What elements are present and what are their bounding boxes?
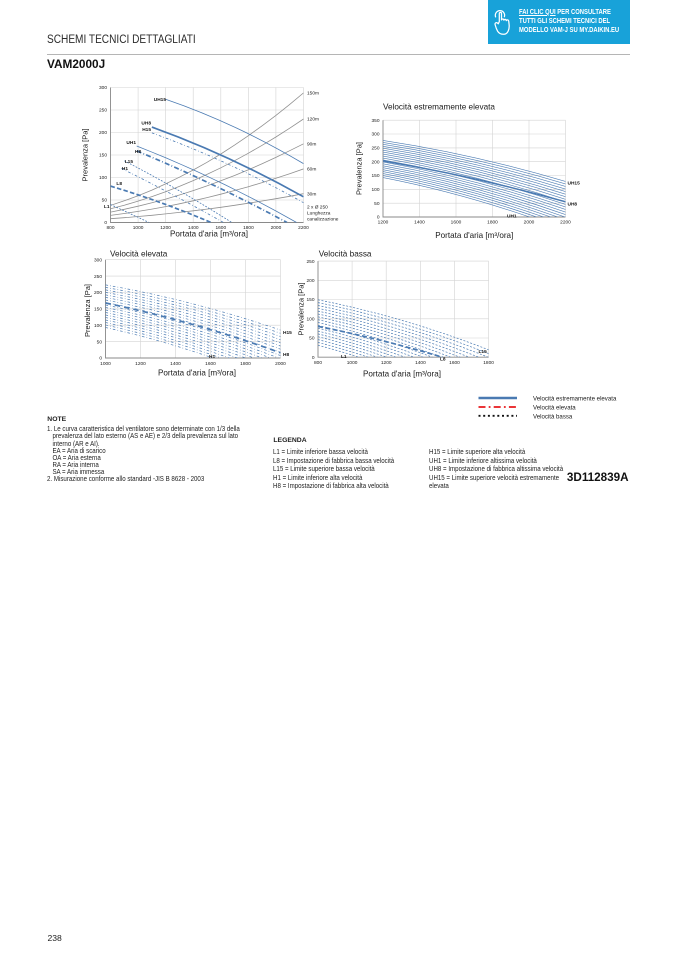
svg-text:1800: 1800 bbox=[243, 225, 254, 231]
svg-text:150: 150 bbox=[306, 297, 314, 303]
svg-text:30m: 30m bbox=[307, 192, 316, 198]
svg-text:150: 150 bbox=[99, 153, 107, 159]
svg-text:UH15: UH15 bbox=[568, 181, 581, 187]
svg-text:1600: 1600 bbox=[205, 361, 216, 367]
svg-text:UH8: UH8 bbox=[568, 202, 578, 208]
svg-text:Portata d'aria [m³/ora]: Portata d'aria [m³/ora] bbox=[435, 231, 513, 240]
svg-text:L8: L8 bbox=[116, 181, 122, 187]
svg-text:150: 150 bbox=[94, 307, 102, 313]
svg-text:90m: 90m bbox=[307, 142, 316, 148]
svg-text:Prevalenza [Pa]: Prevalenza [Pa] bbox=[297, 283, 306, 336]
svg-text:1200: 1200 bbox=[381, 360, 392, 366]
svg-text:Velocità bassa: Velocità bassa bbox=[319, 249, 372, 258]
svg-text:250: 250 bbox=[99, 108, 107, 114]
svg-text:1400: 1400 bbox=[414, 219, 425, 225]
svg-text:H1: H1 bbox=[209, 354, 215, 360]
svg-text:1800: 1800 bbox=[240, 361, 251, 367]
svg-text:1400: 1400 bbox=[415, 360, 426, 366]
svg-text:Portata d'aria [m³/ora]: Portata d'aria [m³/ora] bbox=[363, 369, 441, 378]
svg-text:1800: 1800 bbox=[483, 360, 494, 366]
svg-text:0: 0 bbox=[377, 215, 380, 221]
svg-text:1600: 1600 bbox=[449, 360, 460, 366]
svg-text:250: 250 bbox=[371, 146, 379, 152]
svg-text:L1: L1 bbox=[341, 354, 347, 360]
svg-text:350: 350 bbox=[371, 118, 379, 124]
svg-text:50: 50 bbox=[374, 201, 380, 207]
svg-text:150: 150 bbox=[371, 173, 379, 179]
svg-text:0: 0 bbox=[312, 355, 315, 361]
svg-text:1400: 1400 bbox=[188, 225, 199, 231]
svg-text:L15: L15 bbox=[479, 349, 488, 355]
svg-text:150m: 150m bbox=[307, 91, 319, 97]
svg-text:200: 200 bbox=[99, 130, 107, 136]
svg-text:Lunghezza: Lunghezza bbox=[307, 211, 331, 217]
svg-text:1800: 1800 bbox=[487, 219, 498, 225]
svg-text:H8: H8 bbox=[283, 352, 289, 358]
svg-text:100: 100 bbox=[99, 175, 107, 181]
svg-text:1200: 1200 bbox=[378, 219, 389, 225]
svg-text:800: 800 bbox=[106, 225, 114, 231]
svg-text:2000: 2000 bbox=[524, 219, 535, 225]
svg-text:Portata d'aria [m³/ora]: Portata d'aria [m³/ora] bbox=[158, 368, 236, 377]
svg-text:300: 300 bbox=[94, 257, 102, 263]
svg-text:H15: H15 bbox=[283, 330, 292, 336]
svg-text:250: 250 bbox=[94, 274, 102, 280]
svg-text:2000: 2000 bbox=[271, 225, 282, 231]
svg-text:UH1: UH1 bbox=[126, 140, 136, 146]
svg-text:1000: 1000 bbox=[347, 360, 358, 366]
svg-text:2000: 2000 bbox=[275, 361, 286, 367]
svg-text:L15: L15 bbox=[125, 159, 134, 165]
svg-text:1000: 1000 bbox=[133, 225, 144, 231]
svg-text:300: 300 bbox=[99, 85, 107, 91]
svg-text:120m: 120m bbox=[307, 117, 319, 123]
svg-text:100: 100 bbox=[306, 317, 314, 323]
svg-text:0: 0 bbox=[104, 220, 107, 226]
svg-text:H8: H8 bbox=[135, 149, 141, 155]
svg-text:2200: 2200 bbox=[560, 219, 571, 225]
svg-text:Portata d'aria [m³/ora]: Portata d'aria [m³/ora] bbox=[170, 230, 248, 239]
svg-text:300: 300 bbox=[371, 132, 379, 138]
svg-text:Velocità elevata: Velocità elevata bbox=[533, 405, 576, 412]
svg-text:1200: 1200 bbox=[135, 361, 146, 367]
svg-text:1000: 1000 bbox=[100, 361, 111, 367]
svg-text:0: 0 bbox=[99, 356, 102, 362]
svg-text:UH1: UH1 bbox=[507, 213, 517, 219]
svg-text:100: 100 bbox=[94, 323, 102, 329]
svg-text:L8: L8 bbox=[440, 356, 446, 362]
svg-text:1400: 1400 bbox=[170, 361, 181, 367]
svg-text:50: 50 bbox=[102, 198, 108, 204]
svg-text:200: 200 bbox=[371, 159, 379, 165]
svg-text:UH15: UH15 bbox=[154, 97, 167, 103]
svg-text:L1: L1 bbox=[104, 204, 110, 210]
svg-text:60m: 60m bbox=[307, 167, 316, 173]
svg-text:50: 50 bbox=[309, 336, 315, 342]
svg-text:800: 800 bbox=[314, 360, 322, 366]
svg-text:Prevalenza [Pa]: Prevalenza [Pa] bbox=[83, 284, 92, 337]
svg-text:50: 50 bbox=[97, 339, 103, 345]
svg-text:1200: 1200 bbox=[160, 225, 171, 231]
svg-text:Velocità estremamente elevata: Velocità estremamente elevata bbox=[383, 103, 495, 112]
svg-text:200: 200 bbox=[306, 278, 314, 284]
svg-text:2200: 2200 bbox=[298, 225, 309, 231]
svg-text:Prevalenza [Pa]: Prevalenza [Pa] bbox=[355, 142, 364, 195]
svg-text:1600: 1600 bbox=[451, 219, 462, 225]
svg-text:H15: H15 bbox=[142, 127, 151, 133]
svg-text:100: 100 bbox=[371, 187, 379, 193]
svg-text:UH8: UH8 bbox=[141, 121, 151, 127]
svg-text:Velocità elevata: Velocità elevata bbox=[110, 249, 168, 258]
svg-text:Prevalenza [Pa]: Prevalenza [Pa] bbox=[81, 129, 90, 182]
svg-text:250: 250 bbox=[306, 259, 314, 265]
svg-text:2 x Ø 250: 2 x Ø 250 bbox=[307, 205, 328, 211]
svg-text:200: 200 bbox=[94, 290, 102, 296]
svg-text:canalizzazione: canalizzazione bbox=[307, 217, 339, 223]
svg-text:H1: H1 bbox=[122, 166, 128, 172]
svg-text:Velocità estremamente elevata: Velocità estremamente elevata bbox=[533, 396, 617, 403]
svg-text:Velocità bassa: Velocità bassa bbox=[533, 413, 573, 420]
svg-text:1600: 1600 bbox=[215, 225, 226, 231]
